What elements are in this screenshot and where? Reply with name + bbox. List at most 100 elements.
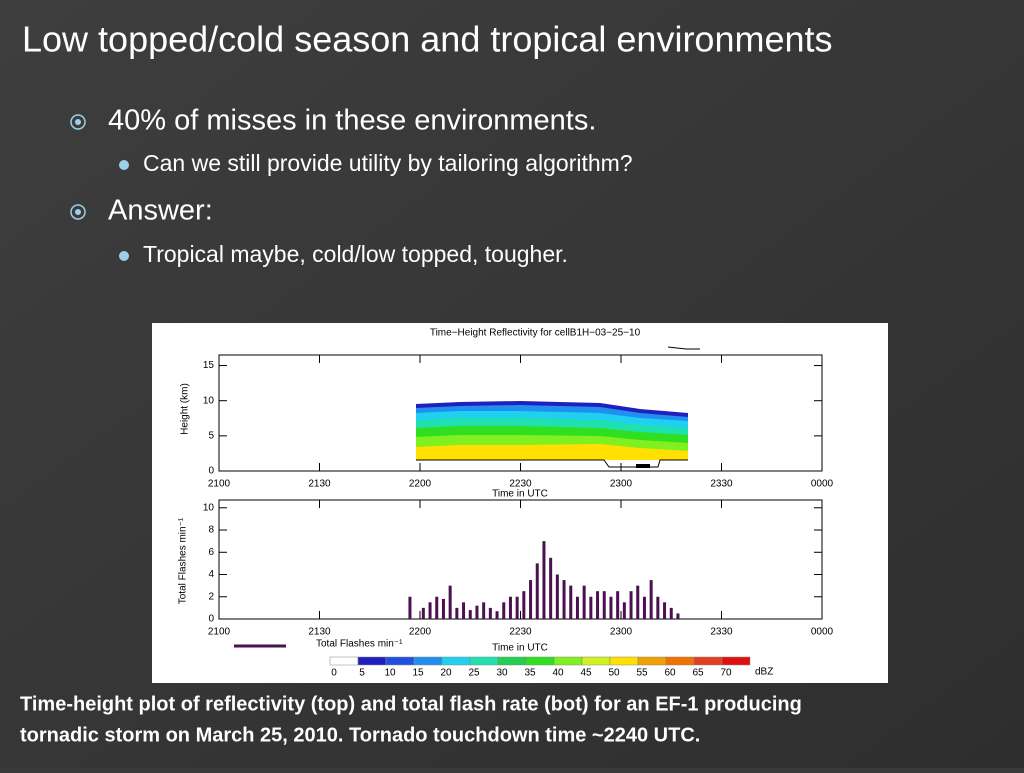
colorbar-label: 50	[608, 668, 620, 679]
bar	[468, 610, 472, 619]
plot-title: Time−Height Reflectivity for cellB1H−03−…	[430, 328, 641, 339]
x-tick-label: 2300	[610, 627, 633, 638]
y-tick-label: 8	[208, 525, 214, 536]
bar	[622, 602, 626, 619]
bar	[676, 613, 680, 619]
y-tick-label: 10	[203, 395, 215, 406]
bullet: 40% of misses in these environments.	[108, 105, 596, 137]
bullet-icon	[70, 114, 86, 220]
y-tick-label: 0	[208, 466, 214, 477]
colorbar-label: 25	[468, 668, 480, 679]
x-tick-label: 2200	[409, 627, 432, 638]
bar	[629, 591, 633, 619]
bar	[642, 596, 646, 619]
x-tick-label: 2300	[610, 479, 633, 490]
bar	[408, 596, 412, 619]
y-axis-label: Height (km)	[180, 383, 191, 435]
x-tick-label: 2130	[308, 479, 331, 490]
x-axis-label: Time in UTC	[492, 489, 548, 500]
bar	[609, 596, 613, 619]
bar	[663, 602, 667, 619]
colorbar-swatch	[329, 656, 359, 666]
x-tick-label: 0000	[811, 627, 834, 638]
x-tick-label: 2100	[208, 479, 231, 490]
bar	[482, 602, 486, 619]
bar	[529, 580, 533, 619]
y-tick-label: 15	[203, 360, 215, 371]
bar	[562, 580, 566, 619]
bar	[582, 585, 586, 619]
colorbar-label: 60	[664, 668, 676, 679]
colorbar-swatch	[413, 656, 443, 666]
x-tick-label: 2130	[308, 627, 331, 638]
x-tick-label: 2200	[409, 479, 432, 490]
bar	[669, 607, 673, 619]
colorbar-unit: dBZ	[755, 667, 773, 678]
bar	[656, 596, 660, 619]
bar	[555, 574, 559, 619]
colorbar-swatch	[693, 656, 723, 666]
legend-label: Total Flashes min⁻¹	[316, 639, 403, 650]
sub-bullet: Can we still provide utility by tailorin…	[143, 150, 633, 176]
bar	[502, 602, 506, 619]
y-tick-label: 10	[203, 502, 215, 513]
colorbar-label: 45	[580, 668, 592, 679]
contour-field	[416, 346, 700, 468]
y-tick-label: 4	[208, 569, 214, 580]
colorbar-label: 0	[331, 668, 337, 679]
bar	[589, 596, 593, 619]
y-axis-label: Total Flashes min⁻¹	[178, 517, 189, 604]
colorbar-swatch	[469, 656, 499, 666]
colorbar-swatch	[581, 656, 611, 666]
colorbar-label: 5	[359, 668, 365, 679]
colorbar-label: 15	[412, 668, 424, 679]
bar	[522, 591, 526, 619]
colorbar-swatch	[609, 656, 639, 666]
bar	[569, 585, 573, 619]
bar	[495, 611, 499, 619]
x-tick-label: 0000	[811, 479, 834, 490]
bar	[448, 585, 452, 619]
colorbar-swatch	[665, 656, 695, 666]
bar	[428, 602, 432, 619]
x-tick-label: 2100	[208, 627, 231, 638]
colorbar-swatch	[357, 656, 387, 666]
colorbar-swatch	[525, 656, 555, 666]
colorbar-swatch	[553, 656, 583, 666]
x-axis-label: Time in UTC	[492, 643, 548, 654]
bar	[508, 596, 512, 619]
bar	[421, 607, 425, 619]
caption: Time-height plot of reflectivity (top) a…	[20, 693, 802, 715]
bar	[462, 602, 466, 619]
y-tick-label: 2	[208, 591, 214, 602]
colorbar-label: 20	[440, 668, 452, 679]
y-tick-label: 0	[208, 614, 214, 625]
x-tick-label: 2230	[509, 479, 532, 490]
colorbar-label: 40	[552, 668, 564, 679]
bar	[575, 596, 579, 619]
colorbar-swatch	[497, 656, 527, 666]
bar	[542, 541, 546, 619]
colorbar-label: 65	[692, 668, 704, 679]
colorbar-label: 55	[636, 668, 648, 679]
bar	[535, 563, 539, 619]
bar	[475, 605, 479, 619]
y-tick-label: 5	[208, 430, 214, 441]
colorbar-label: 10	[384, 668, 396, 679]
caption: tornadic storm on March 25, 2010. Tornad…	[20, 724, 700, 746]
bar	[636, 585, 640, 619]
bar	[435, 596, 439, 619]
x-tick-label: 2230	[509, 627, 532, 638]
bar	[596, 591, 600, 619]
colorbar-label: 30	[496, 668, 508, 679]
colorbar-label: 70	[720, 668, 732, 679]
bullet: Answer:	[108, 195, 213, 227]
bullet-dot	[75, 119, 129, 261]
sub-bullet: Tropical maybe, cold/low topped, tougher…	[143, 241, 568, 267]
bar	[616, 591, 620, 619]
bar	[515, 596, 519, 619]
colorbar-swatch	[637, 656, 667, 666]
bar	[455, 607, 459, 619]
colorbar-swatch	[721, 656, 751, 666]
